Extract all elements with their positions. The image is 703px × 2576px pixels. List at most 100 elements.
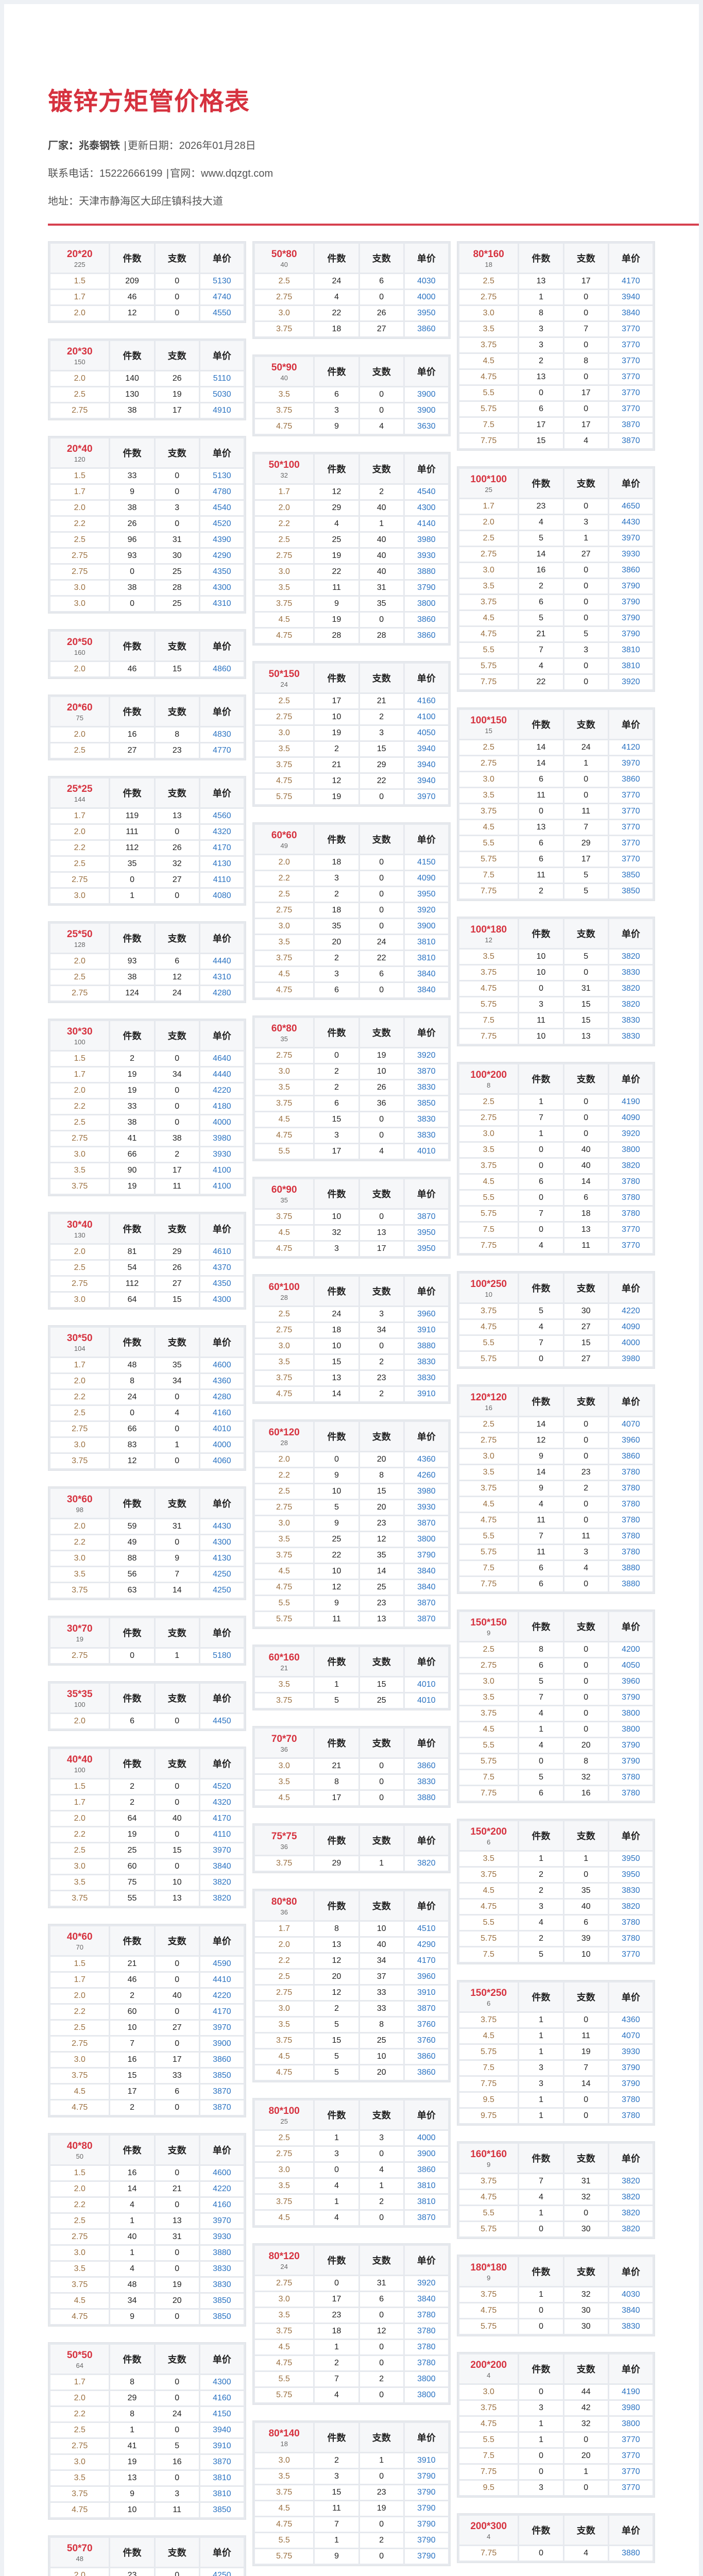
col-header-sticks: 支数 <box>155 1926 199 1955</box>
thickness-cell: 3.5 <box>255 742 314 756</box>
thickness-cell: 1.5 <box>50 1957 109 1971</box>
spec-size: 20*60 <box>66 702 93 713</box>
price-cell: 3770 <box>609 820 653 835</box>
pieces-cell: 10 <box>315 1210 358 1224</box>
pieces-cell: 20 <box>315 1970 358 1984</box>
sticks-cell: 35 <box>359 1548 403 1563</box>
sticks-cell: 32 <box>564 1770 608 1785</box>
spec-header: 150*200 6 <box>459 1821 518 1850</box>
pieces-cell: 4 <box>519 1497 563 1512</box>
pieces-cell: 90 <box>110 1163 154 1178</box>
thickness-cell: 2.2 <box>50 1099 109 1114</box>
table-row: 3.75 1 0 4360 <box>459 2013 653 2027</box>
spec-count: 120 <box>74 455 85 463</box>
thickness-cell: 2.75 <box>50 1131 109 1146</box>
thickness-cell: 3.5 <box>255 1355 314 1369</box>
thickness-cell: 5.75 <box>459 1545 518 1560</box>
thickness-cell: 2.2 <box>50 1827 109 1842</box>
price-cell: 3820 <box>200 1891 244 1906</box>
spec-table: 60*120 28 件数 支数 单价 2.0 0 20 4360 2.2 9 8 4260 2.5 10 15… <box>253 1420 450 1628</box>
table-row: 3.0 22 26 3950 <box>255 306 448 320</box>
phone-number[interactable]: 15222666199 <box>99 168 163 179</box>
table-row: 3.0 38 28 4300 <box>50 581 244 595</box>
thickness-cell: 5.75 <box>459 997 518 1012</box>
sticks-cell: 0 <box>564 306 608 320</box>
sticks-cell: 13 <box>564 1223 608 1237</box>
site-link[interactable]: www.dqzgt.com <box>201 168 273 179</box>
price-cell: 3880 <box>200 2246 244 2260</box>
thickness-cell: 2.75 <box>459 1433 518 1448</box>
sticks-cell: 0 <box>155 2375 199 2389</box>
table-row: 4.5 10 14 3840 <box>255 1564 448 1579</box>
table-row: 3.5 75 10 3820 <box>50 1875 244 1890</box>
table-row: 3.5 3 7 3770 <box>459 322 653 336</box>
price-cell: 4160 <box>200 2391 244 2405</box>
thickness-cell: 2.5 <box>50 533 109 547</box>
pieces-cell: 13 <box>519 370 563 384</box>
price-cell: 3780 <box>609 1529 653 1544</box>
table-row: 2.75 93 30 4290 <box>50 549 244 563</box>
col-header-price: 单价 <box>609 919 653 948</box>
spec-count: 18 <box>280 2440 288 2448</box>
spec-count: 6 <box>487 1838 491 1846</box>
spec-header: 50*50 64 <box>50 2345 109 2374</box>
table-row: 2.75 66 0 4010 <box>50 1422 244 1436</box>
thickness-cell: 7.5 <box>459 868 518 883</box>
price-cell: 3790 <box>404 2485 448 2500</box>
thickness-cell: 1.5 <box>50 469 109 483</box>
col-header-price: 单价 <box>200 778 244 807</box>
sticks-cell: 36 <box>359 1096 403 1111</box>
thickness-cell: 1.7 <box>50 1795 109 1810</box>
thickness-cell: 4.75 <box>255 2065 314 2080</box>
table-row: 5.75 11 13 3870 <box>255 1612 448 1626</box>
price-cell: 3800 <box>609 1722 653 1737</box>
col-header-pieces: 件数 <box>315 1647 358 1676</box>
pieces-cell: 119 <box>110 809 154 823</box>
price-cell: 3830 <box>609 1013 653 1028</box>
pieces-cell: 9 <box>110 2487 154 2501</box>
col-header-sticks: 支数 <box>359 2246 403 2275</box>
table-row: 7.75 2 5 3850 <box>459 884 653 899</box>
spec-count: 12 <box>485 936 492 944</box>
pieces-cell: 81 <box>110 1245 154 1259</box>
pieces-cell: 1 <box>519 1722 563 1737</box>
pieces-cell: 0 <box>519 2449 563 2463</box>
pieces-cell: 11 <box>315 1612 358 1626</box>
sticks-cell: 17 <box>564 274 608 289</box>
thickness-cell: 2.75 <box>255 2276 314 2291</box>
price-cell: 3820 <box>200 1875 244 1890</box>
col-header-pieces: 件数 <box>110 2136 154 2164</box>
col-header-price: 单价 <box>404 1277 448 1306</box>
table-row: 4.75 3 40 3820 <box>459 1900 653 1914</box>
thickness-cell: 5.5 <box>459 836 518 851</box>
table-row: 2.5 14 0 4070 <box>459 1417 653 1432</box>
pieces-cell: 4 <box>110 2198 154 2212</box>
thickness-cell: 3.5 <box>255 2308 314 2323</box>
table-row: 4.5 1 0 3780 <box>255 2340 448 2354</box>
spec-count: 32 <box>280 471 288 479</box>
col-header-sticks: 支数 <box>564 1982 608 2011</box>
thickness-cell: 4.75 <box>255 1242 314 1256</box>
pieces-cell: 15 <box>110 2069 154 2083</box>
price-cell: 3810 <box>404 2195 448 2209</box>
price-cell: 3830 <box>404 1128 448 1143</box>
price-cell: 4050 <box>404 726 448 740</box>
sticks-cell: 15 <box>359 1677 403 1692</box>
col-header-pieces: 件数 <box>315 1728 358 1757</box>
thickness-cell: 5.75 <box>459 1352 518 1366</box>
thickness-cell: 3.5 <box>255 2018 314 2032</box>
thickness-cell: 2.5 <box>50 1843 109 1858</box>
spec-header: 60*100 28 <box>255 1277 314 1306</box>
pieces-cell: 12 <box>315 1954 358 1968</box>
thickness-cell: 4.5 <box>255 2211 314 2225</box>
spec-count: 100 <box>74 1038 85 1046</box>
table-row: 3.75 29 1 3820 <box>255 1856 448 1871</box>
thickness-cell: 4.75 <box>459 2190 518 2205</box>
sticks-cell: 2 <box>359 2533 403 2548</box>
pieces-cell: 17 <box>315 2292 358 2307</box>
thickness-cell: 4.75 <box>459 370 518 384</box>
spec-size: 80*160 <box>473 249 504 260</box>
spec-header: 100*180 12 <box>459 919 518 948</box>
sticks-cell: 40 <box>359 533 403 547</box>
table-row: 1.5 2 0 4520 <box>50 1780 244 1794</box>
